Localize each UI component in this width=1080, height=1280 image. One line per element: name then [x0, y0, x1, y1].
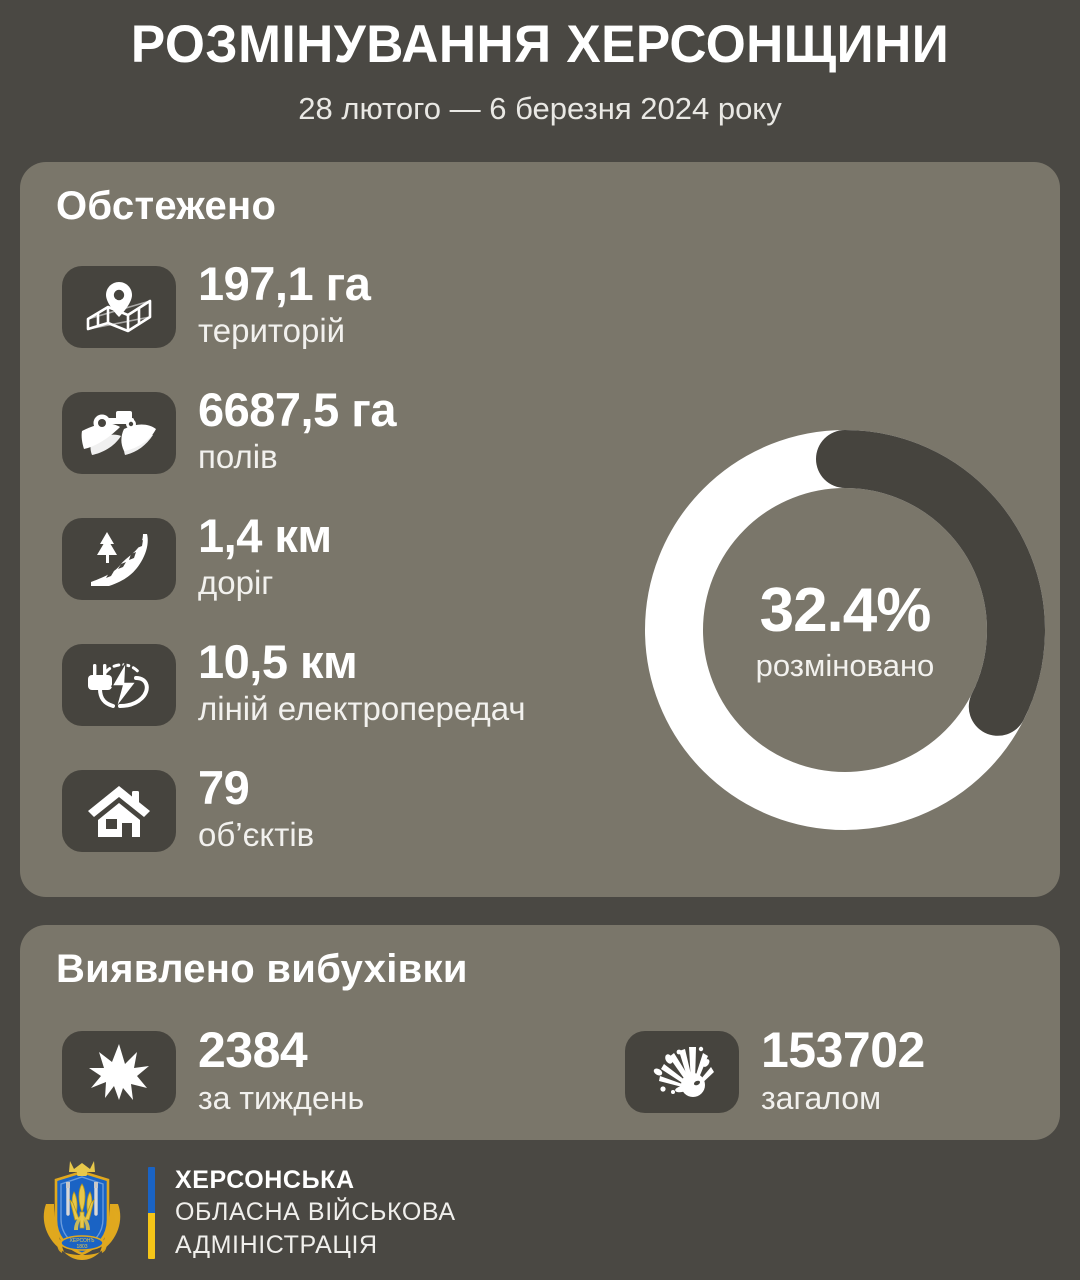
demining-donut-chart: 32.4% розміновано — [645, 430, 1045, 830]
donut-value-arc — [645, 430, 1045, 830]
stat-value: 197,1 га — [198, 257, 371, 310]
surveyed-title: Обстежено — [56, 184, 277, 228]
explosives-value: 2384 — [198, 1022, 308, 1078]
donut-percent: 32.4% — [759, 575, 932, 645]
explosives-title: Виявлено вибухівки — [56, 947, 468, 991]
explosives-card: Виявлено вибухівки 2384 за тиждень — [20, 925, 1060, 1140]
explosives-row-total: 153702 загалом — [625, 1025, 925, 1117]
stat-row-roads: 1,4 км доріг — [62, 512, 622, 638]
kherson-coat-of-arms-icon: ХЕРСОНЪ 1803 — [43, 1161, 121, 1260]
stat-value: 79 — [198, 761, 250, 814]
tractor-field-icon — [62, 392, 176, 474]
organization-name: ХЕРСОНСЬКА ОБЛАСНА ВІЙСЬКОВА АДМІНІСТРАЦ… — [175, 1164, 456, 1262]
header: РОЗМІНУВАННЯ ХЕРСОНЩИНИ 28 лютого — 6 бе… — [0, 0, 1080, 127]
date-range: 28 лютого — 6 березня 2024 року — [298, 91, 782, 127]
road-tree-icon — [62, 518, 176, 600]
house-icon — [62, 770, 176, 852]
stat-text-objects: 79 об’єктів — [198, 764, 314, 855]
svg-text:ХЕРСОНЪ: ХЕРСОНЪ — [70, 1238, 95, 1244]
ukraine-flag-divider — [148, 1166, 155, 1259]
donut-caption: розміновано — [755, 647, 935, 683]
stat-row-power-lines: 10,5 км ліній електропередач — [62, 638, 622, 764]
stat-label: територій — [198, 311, 346, 349]
stat-label: полів — [198, 437, 278, 475]
page-title: РОЗМІНУВАННЯ ХЕРСОНЩИНИ — [130, 15, 950, 74]
stat-row-fields: 6687,5 га полів — [62, 386, 622, 512]
power-plug-icon — [62, 644, 176, 726]
stat-text-power-lines: 10,5 км ліній електропередач — [198, 638, 526, 729]
explosives-label: за тиждень — [198, 1080, 365, 1116]
donut-svg — [645, 430, 1045, 830]
stat-value: 1,4 км — [198, 509, 332, 562]
stat-value: 10,5 км — [198, 635, 358, 688]
footer: ХЕРСОНЪ 1803 ХЕРСОНСЬКА ОБЛАСНА ВІЙСЬКОВ… — [36, 1160, 456, 1265]
stat-label: об’єктів — [198, 815, 315, 853]
org-line-1: ХЕРСОНСЬКА — [175, 1165, 355, 1194]
stat-text-roads: 1,4 км доріг — [198, 512, 332, 603]
exploding-bomb-icon — [625, 1031, 739, 1113]
org-line-2: ОБЛАСНА ВІЙСЬКОВА — [175, 1198, 456, 1227]
explosives-text-week: 2384 за тиждень — [198, 1025, 364, 1117]
stat-label: ліній електропередач — [198, 689, 526, 727]
donut-center-label: 32.4% розміновано — [645, 430, 1045, 830]
stat-row-territories: 197,1 га територій — [62, 260, 622, 386]
org-line-3: АДМІНІСТРАЦІЯ — [175, 1230, 378, 1259]
explosives-value: 153702 — [761, 1022, 925, 1078]
svg-text:1803: 1803 — [76, 1244, 87, 1250]
explosion-burst-icon — [62, 1031, 176, 1113]
explosives-label: загалом — [761, 1080, 882, 1116]
stat-row-objects: 79 об’єктів — [62, 764, 622, 890]
stat-text-territories: 197,1 га територій — [198, 257, 371, 351]
surveyed-card: Обстежено — [20, 162, 1060, 897]
stat-text-fields: 6687,5 га полів — [198, 383, 397, 477]
map-pin-icon — [62, 266, 176, 348]
surveyed-stats-list: 197,1 га територій — [62, 260, 622, 890]
explosives-row-week: 2384 за тиждень — [62, 1025, 364, 1117]
stat-value: 6687,5 га — [198, 383, 397, 436]
explosives-text-total: 153702 загалом — [761, 1025, 925, 1117]
stat-label: доріг — [198, 563, 274, 601]
